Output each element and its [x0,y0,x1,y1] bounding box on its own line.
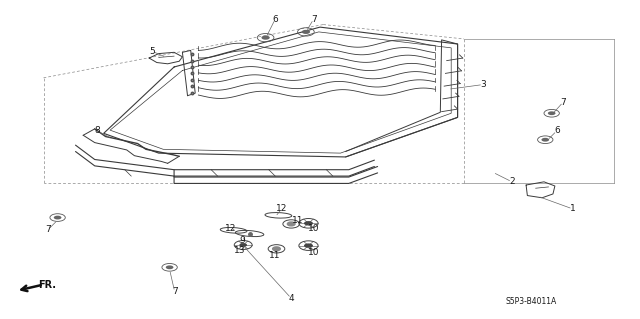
Circle shape [54,216,61,219]
Text: 6: 6 [554,126,559,135]
Text: FR.: FR. [38,279,56,290]
Text: 7: 7 [45,225,51,234]
Text: 8: 8 [95,126,100,135]
Circle shape [287,222,295,226]
Text: 13: 13 [234,246,246,255]
Text: 5: 5 [149,47,154,56]
Text: 12: 12 [225,224,236,233]
Text: 2: 2 [509,177,515,186]
Text: S5P3-B4011A: S5P3-B4011A [506,297,557,306]
Text: 10: 10 [308,224,319,233]
Text: 12: 12 [276,204,287,213]
Text: 7: 7 [172,287,177,296]
Text: 6: 6 [273,15,278,24]
Text: 3: 3 [481,80,486,89]
Text: 7: 7 [311,15,316,24]
Text: 1: 1 [570,204,575,213]
Circle shape [304,243,313,248]
Text: 9: 9 [239,236,244,245]
Text: 11: 11 [292,216,303,225]
Circle shape [166,265,173,269]
Text: 4: 4 [289,294,294,303]
Circle shape [304,221,313,226]
Text: 7: 7 [561,98,566,107]
Text: 11: 11 [269,251,281,260]
Circle shape [273,247,280,251]
Circle shape [239,243,247,247]
Circle shape [548,111,556,115]
Circle shape [261,35,270,40]
Circle shape [301,30,310,34]
Circle shape [541,138,549,142]
Text: 10: 10 [308,248,319,256]
